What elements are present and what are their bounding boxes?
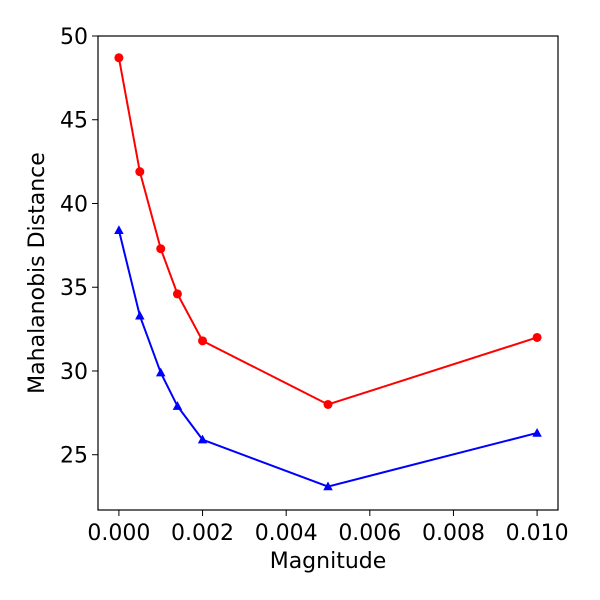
y-tick-label: 40 bbox=[60, 192, 88, 217]
y-axis-title: Mahalanobis Distance bbox=[25, 152, 50, 394]
x-tick-label: 0.000 bbox=[87, 521, 150, 546]
data-point-circle bbox=[172, 289, 182, 299]
x-axis-title: Magnitude bbox=[270, 549, 387, 574]
y-tick-label: 50 bbox=[60, 25, 88, 50]
data-point-circle bbox=[156, 244, 166, 254]
series-line-0 bbox=[117, 57, 538, 406]
data-point-circle bbox=[323, 399, 333, 409]
x-tick-label: 0.008 bbox=[422, 521, 485, 546]
y-tick-label: 35 bbox=[60, 276, 88, 301]
data-point-triangle bbox=[172, 401, 183, 410]
data-point-triangle bbox=[135, 310, 145, 320]
data-point-circle bbox=[532, 332, 542, 342]
y-tick-label: 30 bbox=[60, 360, 88, 385]
y-tick-label: 45 bbox=[60, 109, 88, 134]
series-layer bbox=[114, 53, 542, 491]
data-point-triangle bbox=[532, 427, 542, 437]
data-point-circle bbox=[198, 336, 208, 346]
x-axis-ticks: 0.000 0.002 0.004 0.006 0.008 0.010 bbox=[87, 510, 569, 546]
plot-frame bbox=[97, 35, 559, 511]
data-point-triangle bbox=[323, 481, 333, 491]
data-point-circle bbox=[135, 167, 145, 177]
data-point-circle bbox=[114, 53, 124, 63]
y-axis-ticks: 25 30 35 40 45 50 bbox=[60, 25, 98, 469]
data-point-triangle bbox=[197, 434, 208, 444]
x-tick-label: 0.010 bbox=[506, 521, 569, 546]
x-tick-label: 0.002 bbox=[171, 521, 234, 546]
x-tick-label: 0.006 bbox=[338, 521, 401, 546]
data-point-triangle bbox=[155, 367, 166, 377]
x-tick-label: 0.004 bbox=[255, 521, 318, 546]
y-tick-label: 25 bbox=[60, 444, 88, 469]
data-point-triangle bbox=[114, 225, 124, 235]
